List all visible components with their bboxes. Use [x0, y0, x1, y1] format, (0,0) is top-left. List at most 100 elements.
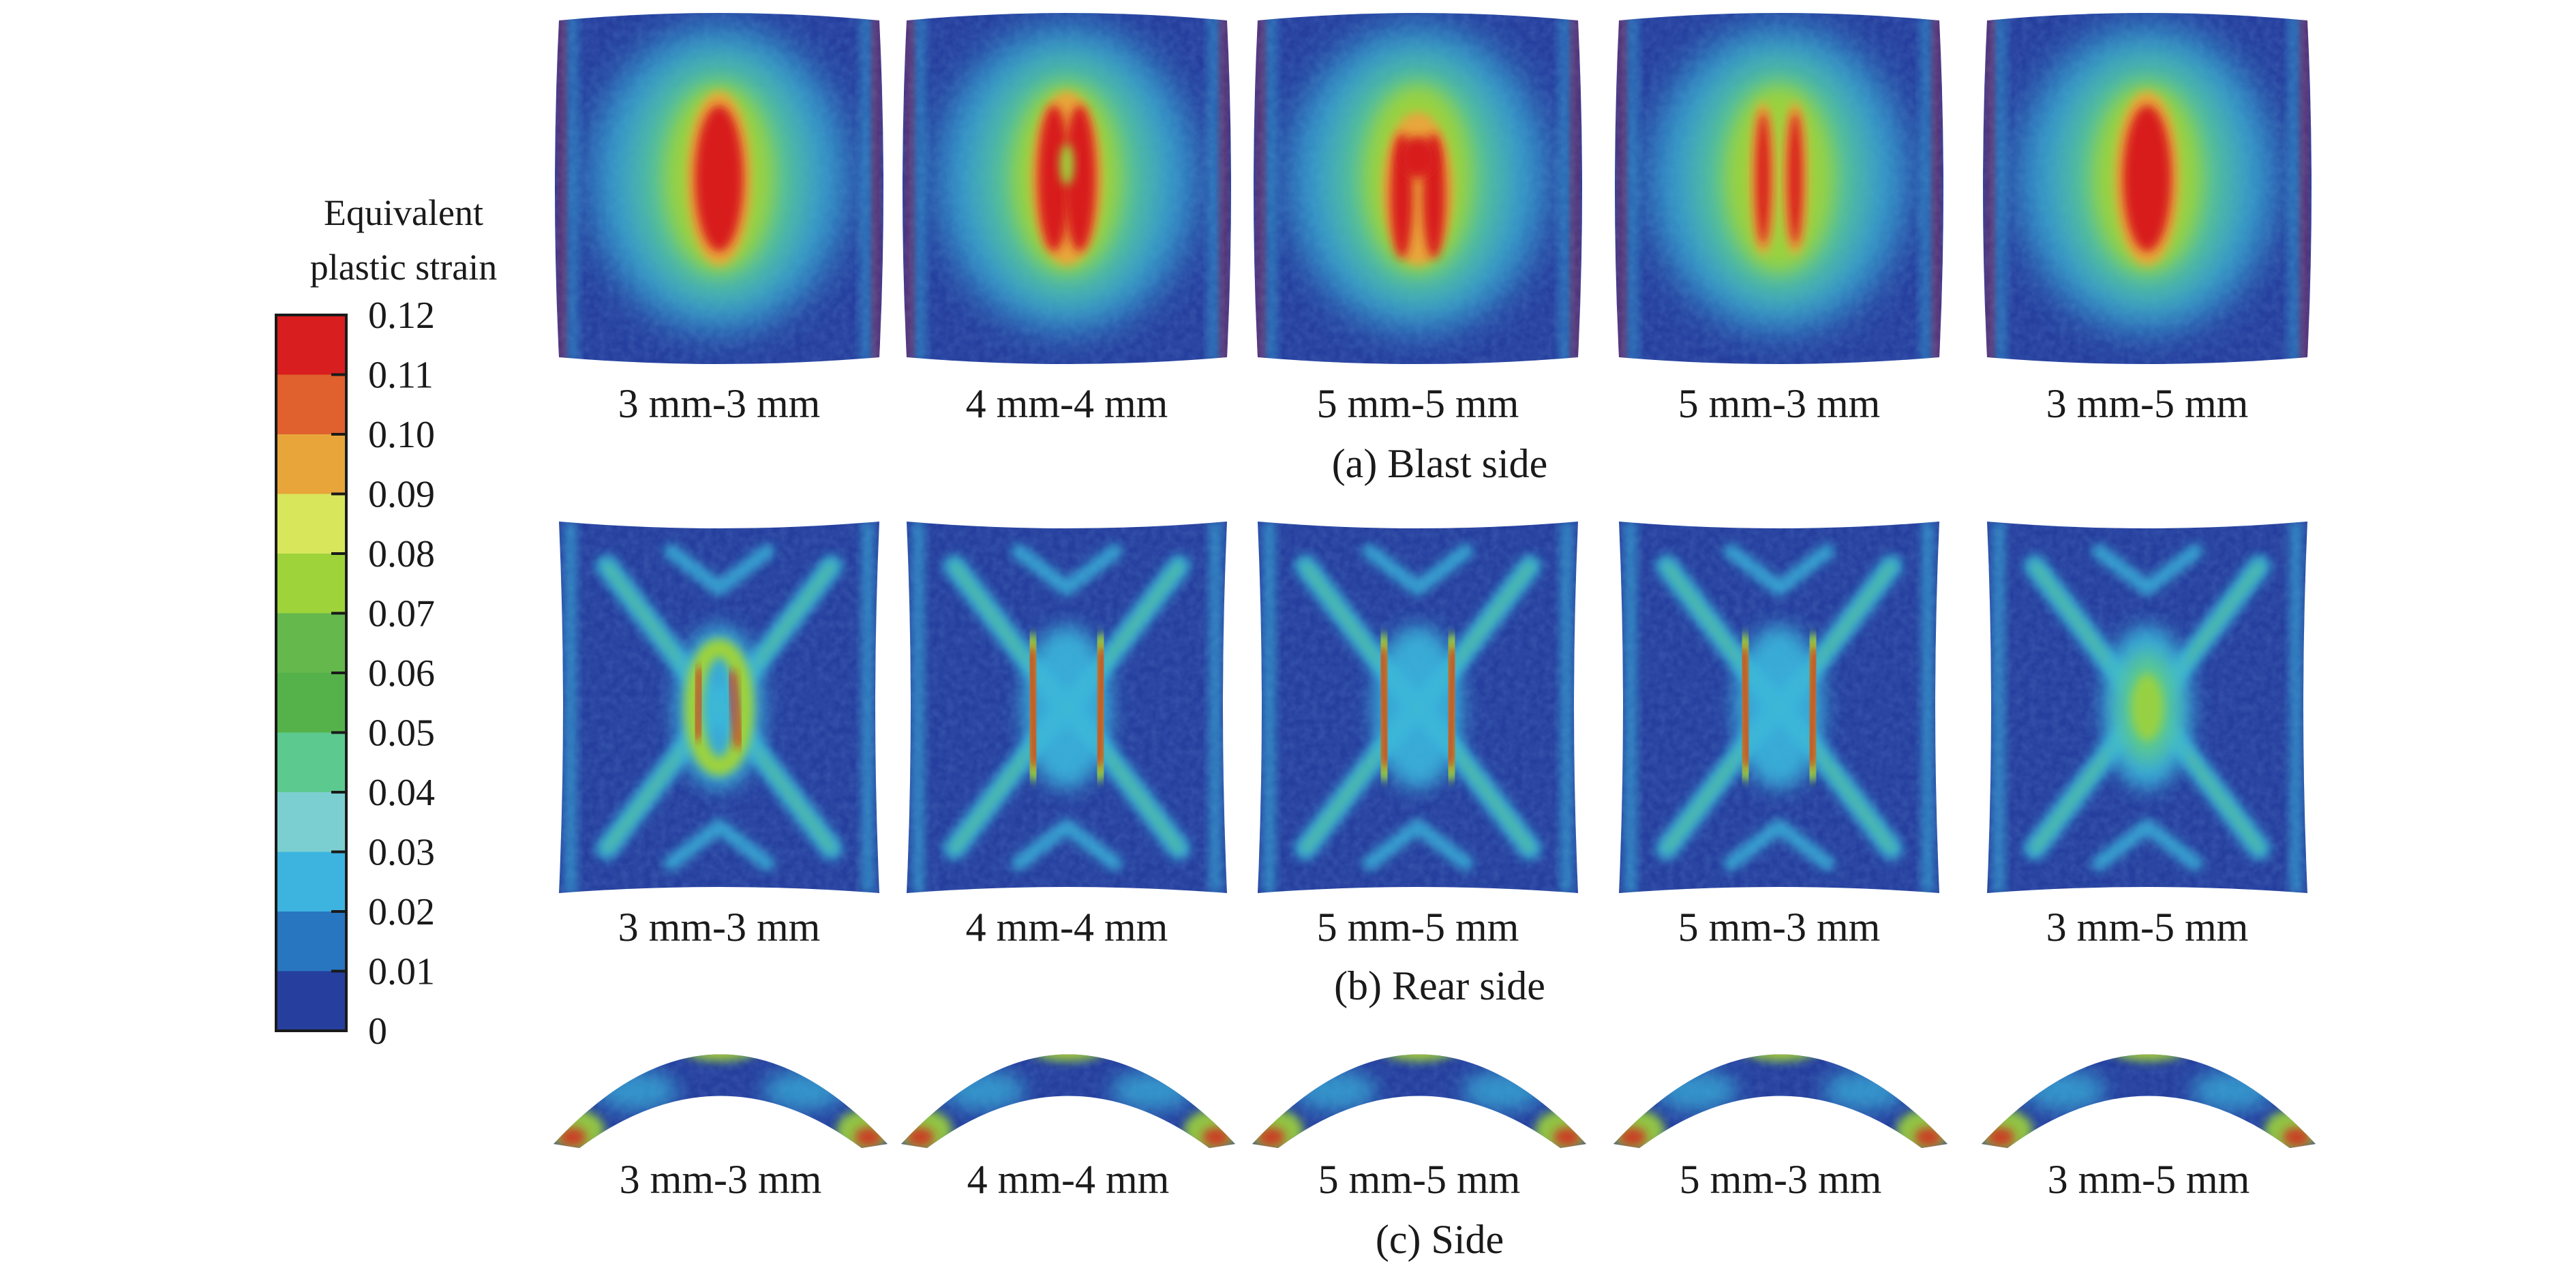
blast-panel: 5 mm-3 mm — [1615, 13, 1943, 426]
contour-plot — [1254, 13, 1582, 364]
strain-band — [1378, 647, 1390, 768]
contour-plot — [1987, 522, 2307, 893]
legend-band — [276, 971, 346, 1031]
strain-region — [907, 1128, 934, 1147]
strain-region — [1048, 1035, 1089, 1051]
blast-panel: 4 mm-4 mm — [903, 13, 1231, 426]
edge-strain — [567, 15, 578, 363]
strain-region — [1294, 1070, 1377, 1111]
plate-texture — [1252, 1054, 1586, 1148]
contour-plot — [1983, 13, 2312, 364]
edge-strain — [1209, 522, 1222, 893]
edge-strain — [1627, 15, 1638, 363]
strain-region — [1740, 1054, 1821, 1061]
strain-region — [1619, 1128, 1646, 1147]
legend-tick-label: 0.12 — [368, 295, 435, 337]
strain-region — [1379, 1054, 1459, 1061]
strain-region — [2283, 1128, 2310, 1147]
legend-tick-label: 0.01 — [368, 951, 435, 993]
legend-title-line1: Equivalent — [324, 192, 483, 233]
panel-label: 3 mm-5 mm — [2046, 381, 2249, 426]
side-panel: 3 mm-5 mm — [1982, 1035, 2316, 1202]
edge-strain — [1933, 15, 1939, 363]
result-grid: 3 mm-3 mm 4 mm-4 mm 5 mm-5 mm 5 mm-3 mm 3 mm… — [554, 13, 2316, 1262]
edge-strain — [1992, 522, 2005, 893]
rear-panel: 4 mm-4 mm — [907, 522, 1227, 950]
contour-plot — [907, 522, 1227, 893]
strain-region — [1915, 1128, 1942, 1147]
edge-strain — [1995, 15, 2006, 363]
row-caption: (b) Rear side — [1334, 963, 1545, 1008]
strain-region — [1756, 112, 1770, 245]
legend-band — [276, 494, 346, 554]
contour-plot — [559, 522, 879, 893]
strain-band — [728, 670, 742, 748]
plate-texture — [1982, 1054, 2316, 1148]
strain-region — [684, 639, 754, 776]
strain-band — [2091, 543, 2203, 597]
plate-texture — [1613, 1054, 1948, 1148]
edge-strain — [1266, 15, 1277, 363]
strain-region — [1258, 1128, 1285, 1147]
rear-panel: 3 mm-3 mm — [559, 522, 879, 950]
contour-plot — [901, 1035, 1235, 1148]
strain-region — [2108, 1054, 2189, 1061]
edge-strain — [907, 15, 913, 363]
legend-tick-label: 0.08 — [368, 533, 435, 575]
edge-strain — [1220, 15, 1227, 363]
strain-band — [693, 667, 703, 741]
strain-region — [763, 1070, 845, 1111]
strain-region — [2123, 105, 2172, 252]
strain-region — [2191, 1070, 2273, 1111]
contour-plot — [1619, 522, 1939, 893]
edge-strain — [1560, 522, 1573, 893]
strain-region — [2129, 1035, 2169, 1051]
contour-plot — [903, 13, 1231, 364]
edge-strain — [1571, 15, 1578, 363]
strain-band — [1095, 647, 1106, 768]
contour-plot — [1982, 1035, 2316, 1148]
strain-region — [2024, 1070, 2106, 1111]
strain-band — [663, 818, 775, 871]
edge-strain — [873, 15, 879, 363]
panel-label: 5 mm-3 mm — [1678, 381, 1881, 426]
edge-strain — [1987, 15, 1994, 363]
legend-band — [276, 613, 346, 674]
panel-label: 4 mm-4 mm — [966, 905, 1168, 950]
panel-label: 5 mm-5 mm — [1317, 905, 1519, 950]
strain-region — [1110, 1070, 1193, 1111]
edge-strain — [912, 522, 924, 893]
panel-label: 4 mm-4 mm — [967, 1157, 1170, 1202]
side-panel: 5 mm-5 mm — [1252, 1035, 1586, 1202]
contour-plot — [554, 1054, 888, 1148]
legend-tick-label: 0 — [368, 1010, 387, 1053]
legend-tick-label: 0.04 — [368, 772, 435, 814]
strain-region — [1987, 1128, 2014, 1147]
strain-region — [1461, 1070, 1544, 1111]
row-caption: (a) Blast side — [1332, 441, 1548, 486]
panel-label: 3 mm-3 mm — [618, 905, 821, 950]
legend-ticks: 0.12 0.11 0.10 0.09 0.08 0.07 0.06 0.05 0.04 0.03… — [331, 295, 435, 1053]
edge-strain — [1920, 15, 1931, 363]
strain-region — [1037, 105, 1070, 252]
strain-band — [1446, 647, 1457, 768]
contour-plot — [555, 13, 883, 364]
edge-strain — [1624, 522, 1637, 893]
strain-region — [1399, 1035, 1440, 1051]
strain-region — [1202, 1128, 1230, 1147]
strain-band — [1723, 543, 1835, 597]
strain-region — [1656, 1070, 1738, 1111]
blast-panel: 3 mm-3 mm — [555, 13, 883, 426]
legend-tick-label: 0.02 — [368, 891, 435, 933]
strain-region — [680, 1054, 761, 1061]
legend-band — [276, 792, 346, 852]
legend-color-bar — [276, 315, 346, 1031]
legend-tick-label: 0.11 — [368, 355, 434, 397]
legend-title-line2: plastic strain — [310, 247, 497, 288]
strain-band — [1807, 647, 1819, 768]
edge-strain — [564, 522, 577, 893]
strain-region — [1823, 1070, 1905, 1111]
blast-panel: 5 mm-5 mm — [1254, 13, 1582, 426]
strain-region — [1761, 1035, 1801, 1051]
